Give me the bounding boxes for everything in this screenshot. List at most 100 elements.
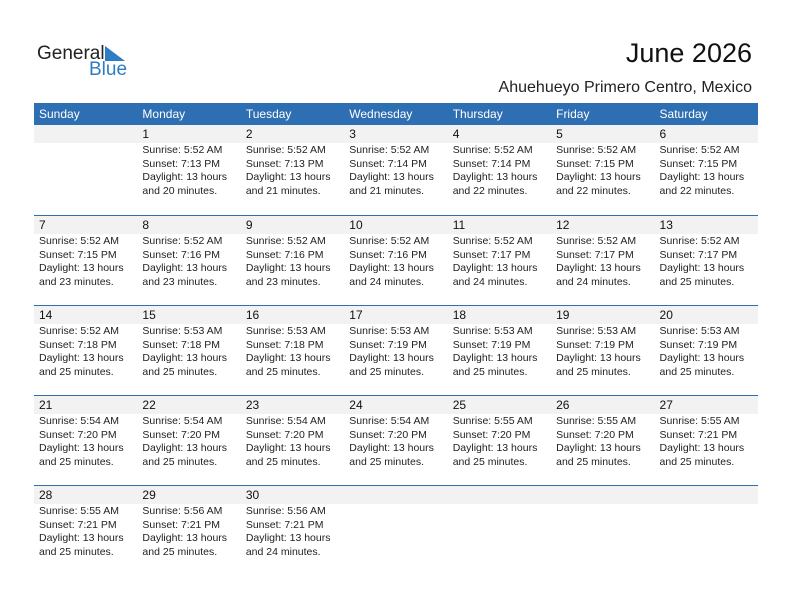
daylight1-text: Daylight: 13 hours [39,532,124,544]
daylight2-text: and 25 minutes. [349,455,424,468]
sunset-text: Sunset: 7:15 PM [659,157,738,170]
daylight1-text: Daylight: 13 hours [245,171,331,183]
day-cell: 28 Sunrise: 5:55 AM Sunset: 7:21 PM Dayligh… [34,486,137,575]
daylight2-text: and 21 minutes. [349,184,424,197]
day-number: 28 [39,488,53,502]
daylight2-text: and 25 minutes. [659,275,735,288]
day-cell: 29 Sunrise: 5:56 AM Sunset: 7:21 PM Dayligh… [137,486,240,575]
week-row: 28 Sunrise: 5:55 AM Sunset: 7:21 PM Dayligh… [34,485,758,575]
daylight1-text: Daylight: 13 hours [349,442,434,454]
sunrise-text: Sunrise: 5:55 AM [39,505,119,517]
day-number: 24 [349,398,363,412]
weekday-wednesday: Wednesday [349,107,413,121]
daylight2-text: and 25 minutes. [556,365,631,378]
daylight2-text: and 23 minutes. [245,275,321,288]
day-number: 23 [245,398,260,412]
sunrise-text: Sunrise: 5:53 AM [556,325,637,337]
daylight1-text: Daylight: 13 hours [452,352,538,364]
day-number: 15 [142,308,156,322]
weekday-thursday: Thursday [452,107,503,121]
sunset-text: Sunset: 7:20 PM [349,428,427,441]
day-info: Sunrise: 5:52 AM Sunset: 7:16 PM Daylight:… [246,235,344,289]
sunset-text: Sunset: 7:13 PM [142,157,221,170]
daylight1-text: Daylight: 13 hours [556,442,641,454]
sunrise-text: Sunrise: 5:55 AM [659,415,740,427]
day-cell: 3 Sunrise: 5:52 AM Sunset: 7:14 PM Daylight… [344,125,447,215]
day-number: 1 [142,127,150,141]
sunset-text: Sunset: 7:21 PM [142,518,221,531]
day-info: Sunrise: 5:56 AM Sunset: 7:21 PM Daylight:… [142,505,240,559]
logo-text-general: General [37,43,105,64]
day-number: 8 [142,218,150,232]
sunrise-text: Sunrise: 5:52 AM [39,235,119,247]
day-info: Sunrise: 5:52 AM Sunset: 7:14 PM Daylight:… [453,144,551,198]
day-cell: 6 Sunrise: 5:52 AM Sunset: 7:15 PM Daylight… [655,125,758,215]
day-number: 26 [556,398,570,412]
day-info: Sunrise: 5:55 AM Sunset: 7:20 PM Daylight:… [556,415,654,469]
daylight2-text: and 25 minutes. [556,455,631,468]
weekday-monday: Monday [142,107,186,121]
daylight1-text: Daylight: 13 hours [39,442,124,454]
daylight1-text: Daylight: 13 hours [142,171,228,183]
day-cell: 27 Sunrise: 5:55 AM Sunset: 7:21 PM Dayligh… [655,396,758,485]
daylight1-text: Daylight: 13 hours [142,352,228,364]
sunrise-text: Sunrise: 5:52 AM [349,235,430,247]
day-number: 22 [142,398,156,412]
daylight1-text: Daylight: 13 hours [245,352,331,364]
sunrise-text: Sunrise: 5:53 AM [142,325,223,337]
day-number: 27 [659,398,673,412]
location: Ahuehueyo Primero Centro, Mexico [498,79,752,96]
sunset-text: Sunset: 7:19 PM [556,338,634,351]
sunrise-text: Sunrise: 5:52 AM [556,144,637,156]
daylight1-text: Daylight: 13 hours [452,262,538,274]
day-number: 7 [39,218,46,232]
daylight1-text: Daylight: 13 hours [556,171,641,183]
day-cell: 21 Sunrise: 5:54 AM Sunset: 7:20 PM Dayligh… [34,396,137,485]
week-row: 21 Sunrise: 5:54 AM Sunset: 7:20 PM Dayligh… [34,395,758,485]
day-info: Sunrise: 5:56 AM Sunset: 7:21 PM Daylight:… [246,505,344,559]
daylight1-text: Daylight: 13 hours [659,352,745,364]
sunrise-text: Sunrise: 5:52 AM [452,235,533,247]
sunrise-text: Sunrise: 5:56 AM [245,505,326,517]
sunset-text: Sunset: 7:20 PM [556,428,634,441]
day-number: 16 [245,308,260,322]
sunset-text: Sunset: 7:16 PM [142,248,221,261]
daylight2-text: and 25 minutes. [245,365,321,378]
day-number: 21 [39,398,53,412]
sunset-text: Sunset: 7:16 PM [349,248,427,261]
sunrise-text: Sunrise: 5:52 AM [659,144,740,156]
daylight1-text: Daylight: 13 hours [659,442,745,454]
sunset-text: Sunset: 7:14 PM [349,157,427,170]
week-row: 1 Sunrise: 5:52 AM Sunset: 7:13 PM Daylight… [34,125,758,215]
day-cell: 2 Sunrise: 5:52 AM Sunset: 7:13 PM Daylight… [241,125,344,215]
day-cell: 23 Sunrise: 5:54 AM Sunset: 7:20 PM Dayligh… [241,396,344,485]
day-info: Sunrise: 5:52 AM Sunset: 7:15 PM Daylight:… [39,235,137,289]
daylight2-text: and 25 minutes. [39,545,114,558]
page-title: June 2026 [625,38,752,68]
daylight1-text: Daylight: 13 hours [39,352,124,364]
daylight2-text: and 22 minutes. [452,184,528,197]
daylight2-text: and 25 minutes. [349,365,424,378]
daylight2-text: and 25 minutes. [142,365,218,378]
sunset-text: Sunset: 7:18 PM [142,338,221,351]
daylight1-text: Daylight: 13 hours [142,262,228,274]
daylight2-text: and 25 minutes. [142,545,218,558]
day-cell: 9 Sunrise: 5:52 AM Sunset: 7:16 PM Daylight… [241,216,344,305]
day-cell: 20 Sunrise: 5:53 AM Sunset: 7:19 PM Dayligh… [655,306,758,395]
daylight1-text: Daylight: 13 hours [142,442,228,454]
daylight2-text: and 21 minutes. [245,184,321,197]
daylight1-text: Daylight: 13 hours [245,442,331,454]
day-number: 12 [556,218,570,232]
daylight2-text: and 24 minutes. [452,275,528,288]
day-cell: 7 Sunrise: 5:52 AM Sunset: 7:15 PM Daylight… [34,216,137,305]
daylight1-text: Daylight: 13 hours [659,171,745,183]
day-cell: 30 Sunrise: 5:56 AM Sunset: 7:21 PM Dayligh… [241,486,344,575]
daylight1-text: Daylight: 13 hours [659,262,745,274]
daylight2-text: and 25 minutes. [39,455,114,468]
day-info: Sunrise: 5:54 AM Sunset: 7:20 PM Daylight:… [246,415,344,469]
weekday-tuesday: Tuesday [245,107,292,121]
sunrise-text: Sunrise: 5:52 AM [39,325,119,337]
sunset-text: Sunset: 7:15 PM [556,157,634,170]
sunset-text: Sunset: 7:13 PM [245,157,324,170]
sunset-text: Sunset: 7:16 PM [245,248,324,261]
